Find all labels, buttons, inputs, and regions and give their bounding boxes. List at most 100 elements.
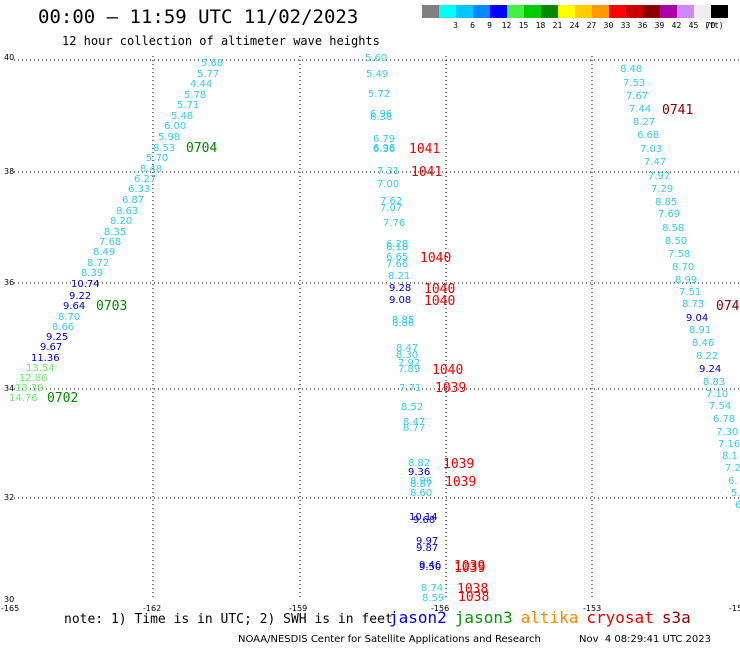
wave-height-value: 7.92 [398,358,420,369]
wave-height-value: 9.28 [389,283,411,294]
legend-label: 45 [688,21,699,30]
wave-height-value: 6 [735,500,740,511]
wave-height-value: 10.74 [71,279,100,290]
wave-height-value: 8.96 [410,476,432,487]
legend-swatch [422,5,439,18]
legend-swatch [473,5,490,18]
wave-height-value: 8.85 [655,197,677,208]
pass-time-labels: 0704070307021041104110401040104010401039… [47,103,740,605]
wave-height-value: 4.44 [190,79,212,90]
wave-height-value: 13.54 [26,363,55,374]
wave-height-value: 9.22 [69,291,91,302]
pass-time-label: 1039 [445,475,476,490]
wave-height-value: 8.52 [401,402,423,413]
wave-height-value: 7.58 [668,249,690,260]
wave-height-value: 6.87 [122,195,144,206]
wave-height-value: 6.65 [386,252,408,263]
wave-height-value: 6.28 [386,239,408,250]
wave-height-value: 8.72 [87,258,109,269]
wave-height-value: 8.63 [116,206,138,217]
pass-time-label: 074 [716,299,740,314]
wave-height-value: 7.07 [380,203,402,214]
wave-height-value: 6.38 [370,112,392,123]
satellite-key-cryosat: cryosat [586,608,654,627]
satellite-key-jason2: jason2 [389,608,447,627]
legend-label: 39 [654,21,665,30]
wave-height-value: 7.30 [716,427,738,438]
chart-title: 00:00 – 11:59 UTC 11/02/2023 [38,6,359,28]
pass-time-label: 1039 [435,381,466,396]
wave-height-value: 7.51 [679,287,701,298]
wave-height-value: 13.39 [15,383,44,394]
longitude-tick-label: -156 [431,604,449,613]
wave-height-value: 6.96 [370,109,392,120]
footnote: note: 1) Time is in UTC; 2) SWH is in fe… [64,612,393,627]
wave-height-value: 8.60 [410,488,432,499]
longitude-tick-label: -159 [289,604,307,613]
wave-height-value: 7.66 [386,259,408,270]
wave-height-value: 6.36 [373,144,395,155]
wave-height-value: 9.25 [46,332,68,343]
pass-time-label: 1040 [424,294,455,309]
legend-swatch [626,5,643,18]
wave-height-value: 7.68 [99,237,121,248]
pass-time-label: 1039 [454,561,485,576]
legend-swatch [677,5,694,18]
wave-height-value: 6.18 [386,242,408,253]
wave-height-value: 8.87 [410,479,432,490]
wave-height-value: 8.46 [692,338,714,349]
wave-height-value: 7.16 [718,439,740,450]
legend-label: 70 [705,21,716,30]
pass-time-label: 1041 [411,165,442,180]
wave-height-value: 9.46 [419,560,441,571]
wave-height-value: 7.89 [398,364,420,375]
wave-height-value: 7.62 [380,196,402,207]
wave-height-value: 6.96 [373,143,395,154]
legend-label: 27 [586,21,597,30]
wave-height-value: 7.53 [623,78,645,89]
legend-label: 9 [487,21,492,30]
wave-height-value: 8.20 [110,216,132,227]
wave-height-value: 8.85 [392,315,414,326]
pass-time-label: 0704 [186,141,217,156]
pass-time-label: 0741 [662,103,693,118]
wave-height-value: 8.58 [662,223,684,234]
legend-swatch [541,5,558,18]
wave-height-value: 8.48 [140,164,162,175]
legend-swatch [456,5,473,18]
wave-height-value: 8.47 [396,343,418,354]
pass-time-label: 0703 [96,299,127,314]
wave-height-value: 7.71 [399,383,421,394]
wave-height-value: 6. [728,476,738,487]
legend-swatch [694,5,711,18]
legend-swatch [507,5,524,18]
wave-height-value: 5.60 [365,53,387,64]
wave-height-value: 9.97 [416,536,438,547]
wave-height-value: 8.35 [104,227,126,238]
wave-height-value: 6.27 [134,174,156,185]
wave-height-value: 8.74 [421,583,443,594]
satellite-key-altika: altika [520,608,579,627]
wave-height-value: 8.49 [93,247,115,258]
latitude-tick-label: 32 [4,493,14,502]
pass-time-label: 1039 [443,457,474,472]
satellite-key-jason3: jason3 [454,608,513,627]
legend-swatch [609,5,626,18]
legend-swatch [558,5,575,18]
wave-height-value: 8.99 [675,275,697,286]
legend-label: 3 [453,21,458,30]
legend-unit: (ft) [704,21,724,30]
wave-height-value: 8.86 [392,318,414,329]
legend-swatch [490,5,507,18]
wave-height-value: 5.70 [146,153,168,164]
wave-height-value: 5.72 [368,89,390,100]
wave-height-value: 9.50 [419,562,441,573]
satellite-key: jason2 jason3 altika cryosat s3a [389,608,699,627]
wave-height-value: 5.98 [158,132,180,143]
legend-swatch [660,5,677,18]
wave-height-value: 12.86 [19,373,48,384]
longitude-tick-label: -15 [729,604,740,613]
wave-height-value: 14.76 [9,393,38,404]
wave-height-value: 7.76 [383,218,405,229]
wave-height-value: 8.1 [722,451,738,462]
